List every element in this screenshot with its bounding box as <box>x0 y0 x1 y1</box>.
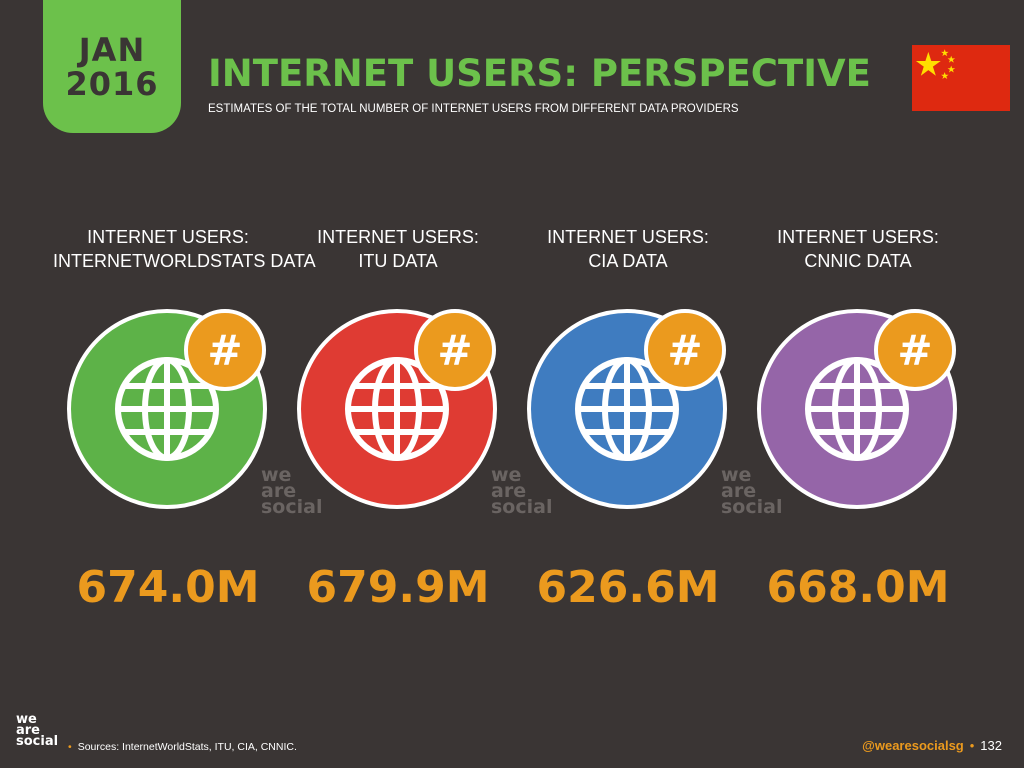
watermark-logo: we are social <box>491 464 553 518</box>
watermark-line1: we <box>491 464 522 486</box>
hashtag-icon: # <box>874 309 956 391</box>
data-circle <box>527 309 727 509</box>
watermark-logo: we are social <box>261 464 323 518</box>
card-label: INTERNET USERS: CNNIC DATA <box>743 225 973 273</box>
card-label-line1: INTERNET USERS: <box>87 227 249 247</box>
card-itu: INTERNET USERS: ITU DATA # we are social… <box>283 225 552 615</box>
card-label-line1: INTERNET USERS: <box>547 227 709 247</box>
user-count: 679.9M <box>306 562 490 613</box>
sources-text: Sources: InternetWorldStats, ITU, CIA, C… <box>77 741 297 753</box>
user-count: 674.0M <box>76 562 260 613</box>
watermark-line3: social <box>261 496 323 518</box>
date-year: 2016 <box>65 64 159 103</box>
card-internetworldstats: INTERNET USERS: INTERNETWORLDSTATS DATA … <box>53 225 322 615</box>
hashtag-icon: # <box>184 309 266 391</box>
hashtag-icon: # <box>414 309 496 391</box>
card-label-line1: INTERNET USERS: <box>317 227 479 247</box>
card-label-line2: ITU DATA <box>358 251 438 271</box>
user-count: 626.6M <box>536 562 720 613</box>
watermark-line2: are <box>491 480 527 502</box>
card-cia: INTERNET USERS: CIA DATA # we are social… <box>513 225 782 615</box>
footer-logo-line3: social <box>16 734 59 749</box>
china-flag-icon <box>912 45 1010 111</box>
card-label-line2: CNNIC DATA <box>804 251 912 271</box>
footer-logo-line1: we <box>16 712 37 727</box>
globe-icon <box>115 357 219 461</box>
watermark-line2: are <box>261 480 297 502</box>
watermark-line2: are <box>721 480 757 502</box>
card-label: INTERNET USERS: ITU DATA <box>283 225 513 273</box>
bullet: • <box>969 738 975 753</box>
card-label-line2: CIA DATA <box>588 251 668 271</box>
watermark-line1: we <box>261 464 292 486</box>
card-label: INTERNET USERS: INTERNETWORLDSTATS DATA <box>53 225 316 273</box>
bullet: • <box>68 741 72 753</box>
footer-logo: we are social <box>16 712 59 749</box>
data-circle <box>297 309 497 509</box>
card-label-line1: INTERNET USERS: <box>777 227 939 247</box>
footer-handle: @wearesocialsg • 132 <box>862 738 1002 753</box>
globe-icon <box>575 357 679 461</box>
card-cnnic: INTERNET USERS: CNNIC DATA # 668.0M <box>743 225 973 615</box>
user-count: 668.0M <box>766 562 950 613</box>
globe-icon <box>345 357 449 461</box>
watermark-logo: we are social <box>721 464 783 518</box>
watermark-line3: social <box>491 496 553 518</box>
page-number: 132 <box>980 738 1002 753</box>
watermark-line1: we <box>721 464 752 486</box>
date-badge: JAN 2016 <box>43 0 181 133</box>
footer-logo-line2: are <box>16 723 41 738</box>
card-label-line2: INTERNETWORLDSTATS DATA <box>53 251 316 271</box>
hashtag-icon: # <box>644 309 726 391</box>
page-title: INTERNET USERS: PERSPECTIVE <box>208 52 871 95</box>
sources-note: • Sources: InternetWorldStats, ITU, CIA, … <box>68 741 297 753</box>
globe-icon <box>805 357 909 461</box>
watermark-line3: social <box>721 496 783 518</box>
date-month: JAN <box>78 30 146 69</box>
social-handle[interactable]: @wearesocialsg <box>862 738 964 753</box>
card-label: INTERNET USERS: CIA DATA <box>513 225 743 273</box>
data-circle <box>67 309 267 509</box>
page-subtitle: ESTIMATES OF THE TOTAL NUMBER OF INTERNE… <box>208 103 739 115</box>
